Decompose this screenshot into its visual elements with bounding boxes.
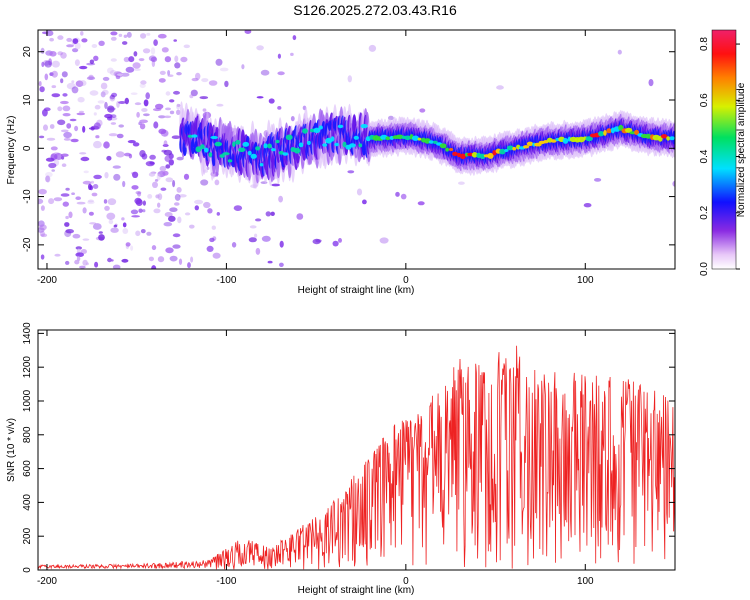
spectrogram-y-tick-label: 10 bbox=[22, 94, 33, 106]
snr-x-tick-label: 0 bbox=[403, 576, 409, 587]
colorbar-ticks: 0.0 0.2 0.4 0.6 0.8 bbox=[699, 37, 740, 276]
snr-y-axis-label: SNR (10 * v/v) bbox=[6, 418, 17, 482]
snr-y-tick-label: 200 bbox=[22, 527, 33, 544]
snr-y-tick-label: 800 bbox=[22, 426, 33, 443]
spectrogram-x-tick-label: 100 bbox=[577, 275, 594, 286]
snr-x-axis-label: Height of straight line (km) bbox=[298, 585, 415, 596]
colorbar-tick-label: 0.4 bbox=[699, 149, 710, 163]
colorbar-label: Normalized spectral amplitude bbox=[736, 82, 747, 217]
figure-title: S126.2025.272.03.43.R16 bbox=[293, 2, 457, 18]
snr-x-tick-label: 100 bbox=[577, 576, 594, 587]
snr-y-tick-label: 1400 bbox=[22, 322, 33, 345]
spectrogram-y-axis-label: Frequency (Hz) bbox=[6, 116, 17, 185]
colorbar: 0.0 0.2 0.4 0.6 0.8 Normalized spectral ampl… bbox=[699, 29, 747, 276]
snr-panel: -200 -100 0 100 0 200 400 600 800 1000 1200 1400 H… bbox=[6, 322, 676, 596]
spectrogram-y-tick-label: -10 bbox=[22, 189, 33, 204]
snr-y-ticks: 0 200 400 600 800 1000 1200 1400 bbox=[22, 322, 675, 573]
spectrogram-ridge-layer bbox=[179, 101, 675, 189]
snr-y-tick-label: 600 bbox=[22, 460, 33, 477]
spectrogram-noise-layer bbox=[38, 30, 675, 269]
colorbar-tick-label: 0.8 bbox=[699, 37, 710, 51]
spectrogram-y-ticks: -20 -10 0 10 20 bbox=[22, 46, 675, 252]
snr-x-tick-label: -200 bbox=[37, 576, 57, 587]
snr-y-tick-label: 0 bbox=[22, 567, 33, 573]
colorbar-tick-label: 0.6 bbox=[699, 93, 710, 107]
colorbar-tick-label: 0.0 bbox=[699, 262, 710, 276]
spectrogram-frame bbox=[37, 29, 676, 270]
spectrogram-x-axis-label: Height of straight line (km) bbox=[298, 285, 415, 296]
spectrogram-y-tick-label: 0 bbox=[22, 145, 33, 151]
spectrogram-y-tick-label: 20 bbox=[22, 46, 33, 58]
spectrogram-y-tick-label: -20 bbox=[22, 237, 33, 252]
snr-y-tick-label: 1000 bbox=[22, 389, 33, 412]
spectrogram-x-tick-label: -200 bbox=[37, 275, 57, 286]
snr-x-tick-label: -100 bbox=[216, 576, 236, 587]
snr-y-tick-label: 1200 bbox=[22, 356, 33, 379]
colorbar-tick-label: 0.2 bbox=[699, 205, 710, 219]
colorbar-gradient bbox=[711, 29, 737, 270]
snr-x-ticks: -200 -100 0 100 bbox=[37, 330, 594, 587]
spectrogram-x-tick-label: -100 bbox=[216, 275, 236, 286]
snr-frame bbox=[37, 329, 676, 571]
spectrogram-x-tick-label: 0 bbox=[403, 275, 409, 286]
spectrogram-x-ticks: -200 -100 0 100 bbox=[37, 30, 594, 286]
snr-series-line bbox=[38, 345, 675, 570]
snr-y-tick-label: 400 bbox=[22, 494, 33, 511]
